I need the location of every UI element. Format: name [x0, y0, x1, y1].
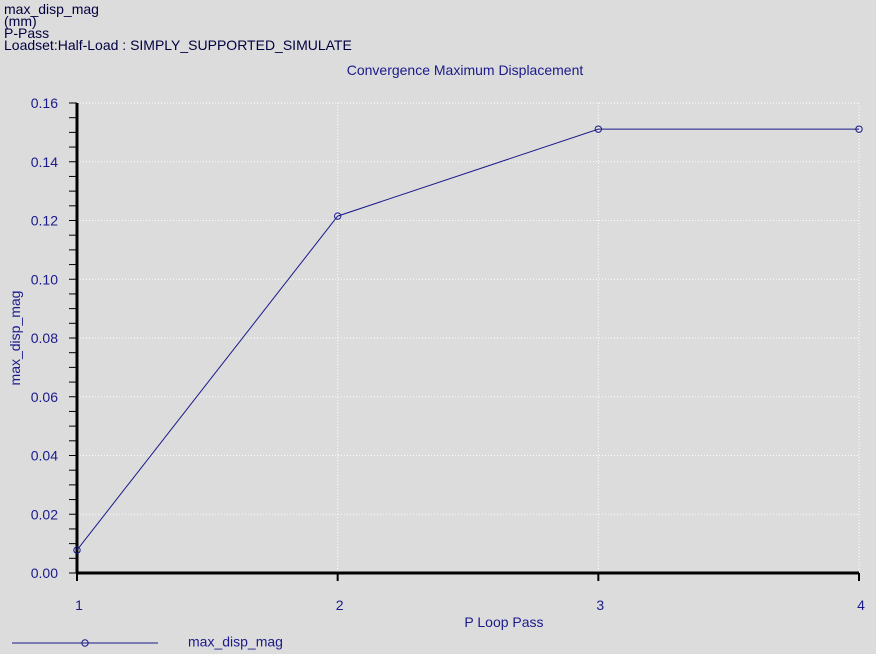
- data-point: [594, 125, 603, 133]
- data-point: [73, 546, 81, 554]
- legend-label: max_disp_mag: [188, 634, 283, 650]
- x-axis-label: P Loop Pass: [464, 614, 543, 630]
- series-layer: [73, 125, 863, 554]
- tick-labels: 0.00 0.02 0.04 0.06 0.08 0.10 0.12 0.14 0.16 1 2 3 4: [31, 95, 865, 613]
- x-tick-label: 1: [75, 597, 83, 613]
- header-loadset: Loadset:Half-Load : SIMPLY_SUPPORTED_SIM…: [4, 37, 352, 53]
- y-tick-label: 0.08: [31, 330, 58, 346]
- axes: [69, 102, 860, 581]
- y-tick-label: 0.14: [31, 154, 58, 170]
- chart-title: Convergence Maximum Displacement: [347, 62, 584, 78]
- x-tick-label: 4: [857, 597, 865, 613]
- y-tick-label: 0.02: [31, 506, 58, 522]
- x-tick-label: 3: [596, 597, 604, 613]
- grid: [77, 102, 860, 573]
- y-tick-label: 0.10: [31, 271, 58, 287]
- header-pass-type: P-Pass: [4, 25, 50, 41]
- legend-marker: [81, 639, 89, 647]
- series-line: [76, 128, 859, 551]
- legend: max_disp_mag: [12, 634, 283, 650]
- data-point: [333, 212, 342, 220]
- y-tick-label: 0.06: [31, 389, 58, 405]
- data-point: [855, 125, 863, 133]
- y-tick-label: 0.12: [31, 213, 58, 229]
- header-units: (mm): [4, 13, 37, 29]
- y-axis-label: max_disp_mag: [7, 291, 23, 386]
- y-tick-label: 0.00: [31, 565, 58, 581]
- x-tick-label: 2: [336, 597, 344, 613]
- y-tick-label: 0.04: [31, 448, 58, 464]
- header-quantity: max_disp_mag: [4, 1, 99, 17]
- y-tick-label: 0.16: [31, 95, 58, 111]
